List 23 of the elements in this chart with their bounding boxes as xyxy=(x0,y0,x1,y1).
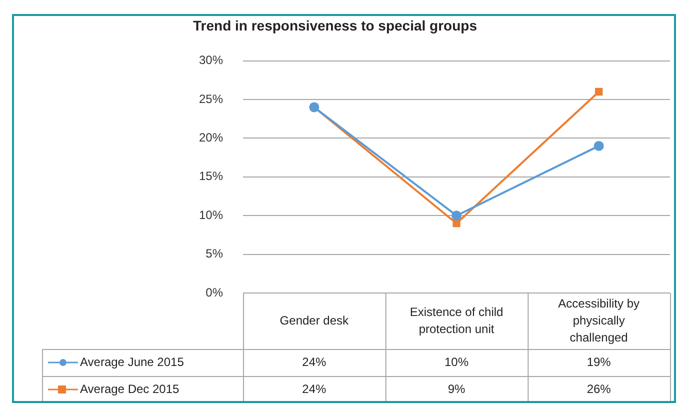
legend-label: Average Dec 2015 xyxy=(80,382,180,396)
y-tick-label: 0% xyxy=(206,285,224,300)
data-label: 10% xyxy=(444,354,469,369)
y-tick-label: 25% xyxy=(198,92,224,106)
point xyxy=(452,220,460,228)
data-label: 26% xyxy=(586,382,612,396)
x-tick-label: Gender desk xyxy=(280,313,350,328)
y-tick-label: 20% xyxy=(198,130,224,145)
data-label: 24% xyxy=(302,382,326,396)
point xyxy=(452,210,462,221)
legend-label: Average June 2015 xyxy=(80,354,184,369)
point xyxy=(594,140,604,151)
x-tick-label: Accessibility by physically challenged xyxy=(558,296,640,344)
y-tick-label: 5% xyxy=(206,246,224,261)
chart-title: Trend in responsiveness to special groups xyxy=(193,17,478,34)
y-tick-label: 10% xyxy=(198,208,224,222)
x-tick-label: Existence of child protection unit xyxy=(410,304,504,336)
data-label: 9% xyxy=(448,382,466,396)
y-tick-label: 30% xyxy=(198,53,224,68)
data-label: 24% xyxy=(302,354,326,369)
point xyxy=(595,88,603,96)
y-tick-label: 15% xyxy=(198,169,224,184)
data-label: 19% xyxy=(586,354,612,369)
